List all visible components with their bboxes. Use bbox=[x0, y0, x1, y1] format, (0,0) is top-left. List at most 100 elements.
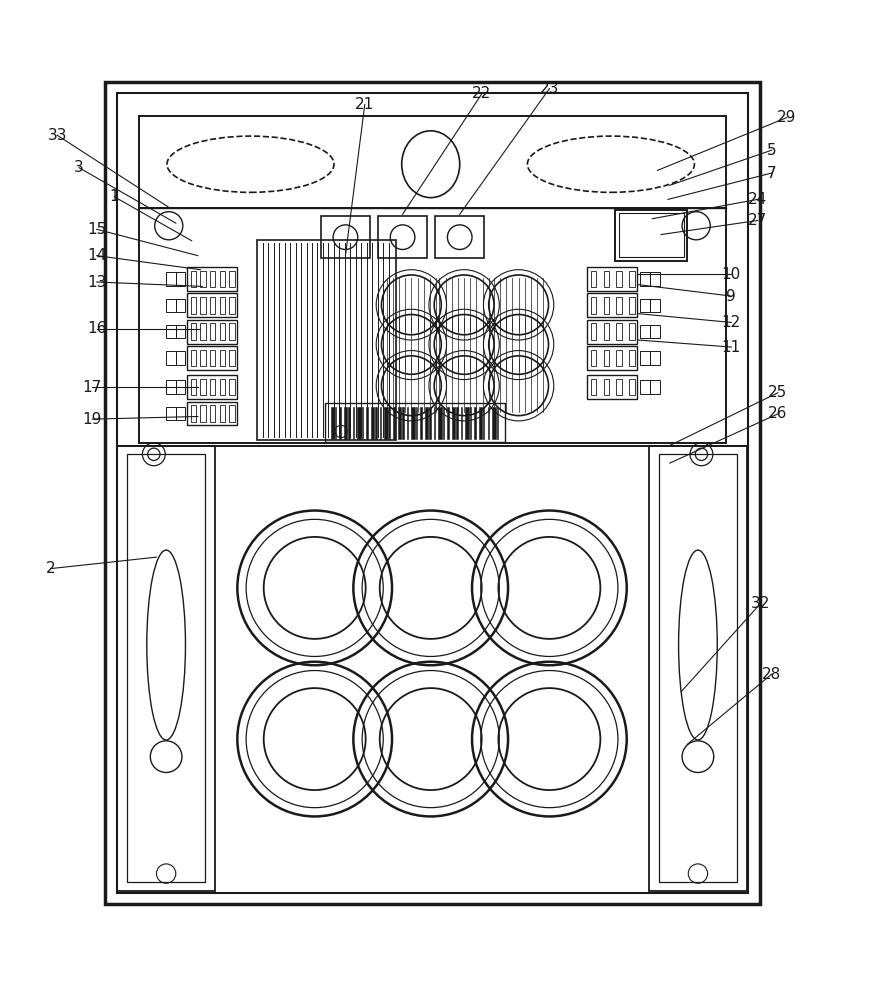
Bar bbox=[200, 350, 205, 366]
Bar bbox=[639, 325, 649, 338]
Bar bbox=[590, 323, 595, 340]
Bar bbox=[435, 216, 484, 258]
Bar bbox=[587, 375, 637, 399]
Bar bbox=[378, 216, 427, 258]
Bar bbox=[650, 325, 659, 338]
Bar bbox=[587, 293, 637, 317]
Bar bbox=[411, 407, 414, 439]
Bar bbox=[200, 271, 205, 287]
Bar bbox=[629, 350, 634, 366]
Bar bbox=[492, 407, 495, 439]
Bar bbox=[176, 272, 185, 286]
Bar bbox=[348, 407, 349, 439]
Bar bbox=[615, 350, 621, 366]
Text: 3: 3 bbox=[74, 160, 84, 175]
Text: 23: 23 bbox=[539, 81, 558, 96]
Bar bbox=[362, 407, 363, 439]
Bar bbox=[469, 407, 471, 439]
Bar bbox=[615, 210, 687, 261]
Bar bbox=[187, 346, 237, 370]
Text: 28: 28 bbox=[761, 667, 781, 682]
Bar bbox=[639, 272, 649, 286]
Bar bbox=[464, 407, 468, 439]
Bar bbox=[587, 320, 637, 344]
Bar bbox=[615, 297, 621, 314]
Bar bbox=[639, 380, 649, 394]
Bar bbox=[210, 405, 215, 422]
Bar bbox=[139, 208, 725, 443]
Text: 12: 12 bbox=[721, 315, 740, 330]
Text: 19: 19 bbox=[83, 412, 102, 427]
Text: 29: 29 bbox=[776, 110, 795, 125]
Bar bbox=[590, 297, 595, 314]
Bar bbox=[256, 240, 395, 440]
Bar bbox=[176, 325, 185, 338]
Bar bbox=[220, 405, 225, 422]
Bar bbox=[451, 407, 455, 439]
Text: 11: 11 bbox=[721, 340, 740, 355]
Bar bbox=[615, 271, 621, 287]
Bar bbox=[220, 379, 225, 395]
Bar bbox=[210, 323, 215, 340]
Text: 21: 21 bbox=[355, 97, 374, 112]
Bar bbox=[210, 350, 215, 366]
Text: 5: 5 bbox=[766, 143, 775, 158]
Bar bbox=[456, 407, 457, 439]
Bar bbox=[379, 407, 381, 439]
Bar bbox=[603, 350, 608, 366]
Bar bbox=[191, 271, 196, 287]
Bar bbox=[166, 299, 176, 312]
Bar bbox=[615, 379, 621, 395]
Bar bbox=[335, 407, 336, 439]
Bar bbox=[433, 407, 435, 439]
Bar bbox=[357, 407, 361, 439]
Bar bbox=[229, 405, 234, 422]
Bar bbox=[629, 271, 634, 287]
Text: 10: 10 bbox=[721, 267, 740, 282]
Bar bbox=[229, 271, 234, 287]
Bar bbox=[127, 454, 205, 882]
Bar bbox=[603, 379, 608, 395]
Bar bbox=[325, 403, 505, 442]
Bar bbox=[639, 351, 649, 365]
Text: 33: 33 bbox=[47, 128, 67, 143]
Bar bbox=[603, 271, 608, 287]
Text: 2: 2 bbox=[47, 561, 55, 576]
Bar bbox=[166, 325, 176, 338]
Bar bbox=[473, 407, 475, 439]
Bar bbox=[191, 405, 196, 422]
Bar bbox=[590, 271, 595, 287]
Bar bbox=[650, 272, 659, 286]
Bar bbox=[639, 299, 649, 312]
Text: 1: 1 bbox=[110, 189, 119, 204]
Bar bbox=[176, 407, 185, 420]
Bar bbox=[603, 323, 608, 340]
Bar bbox=[191, 323, 196, 340]
Bar bbox=[191, 350, 196, 366]
Bar bbox=[187, 267, 237, 291]
Bar bbox=[220, 271, 225, 287]
Bar bbox=[343, 407, 347, 439]
Bar bbox=[629, 297, 634, 314]
Bar bbox=[176, 299, 185, 312]
Bar bbox=[618, 213, 683, 257]
Bar bbox=[393, 407, 394, 439]
Bar bbox=[353, 407, 354, 439]
Bar bbox=[176, 351, 185, 365]
Bar bbox=[166, 407, 176, 420]
Bar bbox=[590, 379, 595, 395]
Bar bbox=[375, 407, 377, 439]
Bar bbox=[200, 297, 205, 314]
Bar bbox=[587, 346, 637, 370]
Bar bbox=[320, 216, 370, 258]
Bar bbox=[105, 82, 759, 904]
Bar bbox=[384, 407, 387, 439]
Bar bbox=[330, 407, 334, 439]
Bar bbox=[117, 93, 747, 893]
Bar bbox=[420, 407, 421, 439]
Bar bbox=[650, 380, 659, 394]
Bar bbox=[658, 454, 736, 882]
Bar bbox=[191, 379, 196, 395]
Bar bbox=[650, 351, 659, 365]
Bar bbox=[447, 407, 448, 439]
